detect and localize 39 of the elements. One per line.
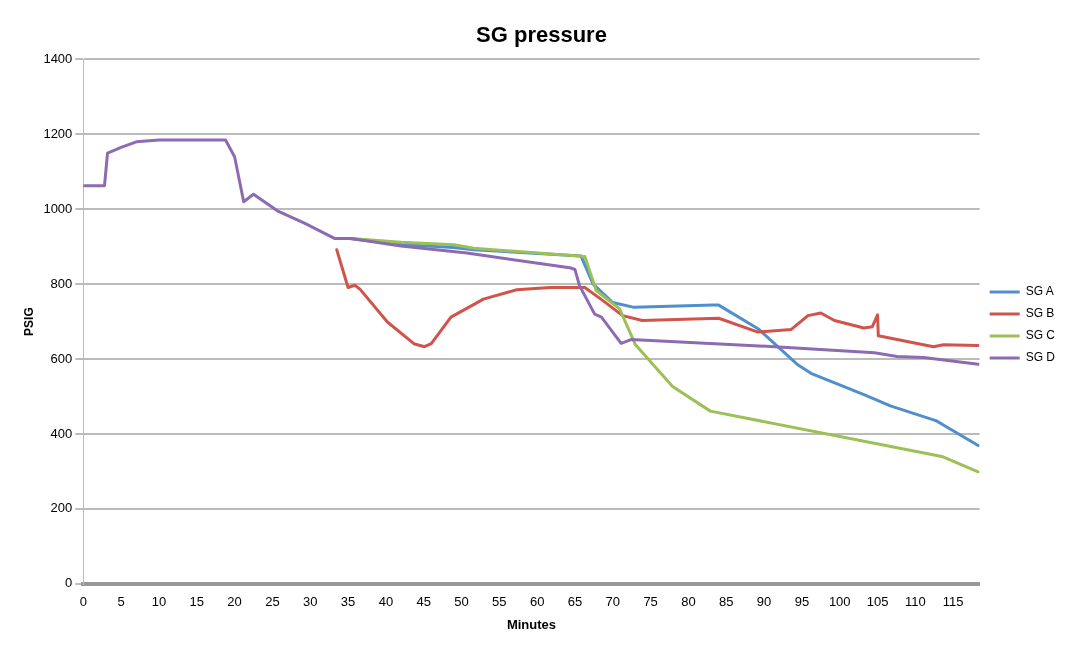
x-tick-label: 95 [794, 594, 810, 610]
x-tick-label: 0 [79, 594, 87, 610]
x-tick-label: 60 [529, 594, 545, 610]
x-tick-label: 50 [454, 594, 469, 610]
x-tick-label: 90 [756, 594, 772, 610]
x-tick-label: 20 [227, 594, 242, 610]
y-tick-label: 400 [50, 425, 73, 441]
y-tick-label: 1000 [43, 200, 73, 216]
y-tick-label: 800 [50, 275, 73, 291]
y-tick-label: 200 [50, 500, 73, 516]
x-tick-label: 85 [719, 594, 734, 610]
x-tick-label: 75 [643, 594, 658, 610]
x-tick-label: 110 [905, 594, 926, 610]
y-tick-label: 1400 [43, 50, 73, 66]
y-tick-label: 600 [50, 350, 73, 366]
legend-label: SG A [1025, 284, 1054, 299]
x-tick-label: 100 [828, 594, 851, 610]
x-tick-label: 105 [866, 594, 889, 610]
x-axis-title: Minutes [506, 616, 557, 632]
x-tick-label: 80 [681, 594, 696, 610]
legend-label: SG D [1025, 350, 1056, 365]
x-tick-label: 15 [189, 594, 205, 610]
legend-label: SG C [1025, 328, 1056, 343]
x-tick-label: 115 [942, 594, 964, 610]
x-tick-label: 45 [416, 594, 431, 610]
y-tick-label: 0 [65, 575, 73, 591]
x-tick-label: 25 [265, 594, 280, 610]
x-tick-label: 55 [492, 594, 507, 610]
x-tick-label: 70 [605, 594, 621, 610]
x-tick-label: 40 [378, 594, 394, 610]
chart-title: SG pressure [476, 22, 607, 48]
x-tick-label: 65 [567, 594, 583, 610]
x-tick-label: 35 [340, 594, 356, 610]
x-tick-label: 10 [151, 594, 167, 610]
x-tick-label: 5 [117, 594, 125, 610]
legend-label: SG B [1025, 306, 1055, 321]
y-axis-title: PSIG [21, 307, 36, 336]
x-tick-label: 30 [303, 594, 318, 610]
y-tick-label: 1200 [43, 125, 73, 141]
